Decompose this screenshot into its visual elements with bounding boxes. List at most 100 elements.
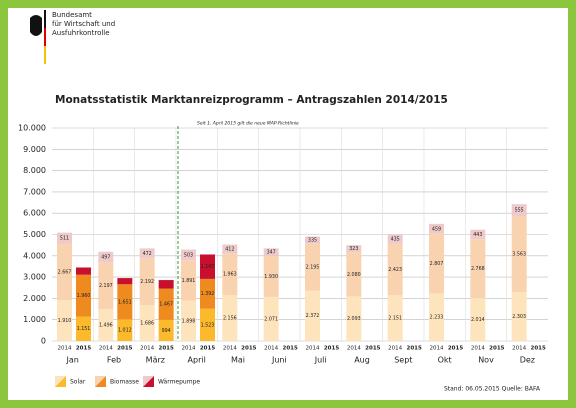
bar-segment (263, 248, 279, 256)
data-label: 1.467 (159, 302, 173, 308)
bar-segment (429, 223, 444, 234)
bar-segment (117, 319, 133, 341)
data-label: 323 (349, 246, 358, 252)
group-label: 2015 (531, 346, 546, 352)
data-label: 2.372 (306, 313, 320, 319)
data-label: 443 (473, 232, 482, 238)
data-label: 2.093 (347, 316, 361, 322)
data-label: 2.667 (58, 269, 72, 275)
data-label: 1.891 (182, 278, 196, 284)
legend-swatch (55, 376, 66, 387)
group-label: 2014 (471, 346, 485, 352)
group-label: 2014 (58, 346, 72, 352)
bar-segment (387, 234, 403, 244)
data-label: 1.686 (140, 321, 154, 327)
data-label: 503 (184, 252, 193, 258)
x-tick-label: Okt (438, 356, 452, 365)
bar-segment (470, 229, 486, 240)
data-label: 2.195 (306, 265, 320, 271)
y-tick-label: 1.000 (23, 315, 46, 324)
bar-segment (57, 243, 72, 301)
data-label: 1.147 (201, 264, 215, 270)
bar-segment (200, 308, 215, 341)
group-label: 2015 (407, 346, 422, 352)
group-label: 2015 (324, 346, 339, 352)
data-label: 1.651 (118, 299, 132, 305)
x-tick-label: Sept (394, 356, 412, 365)
data-label: 1.930 (264, 274, 278, 280)
group-label: 2015 (448, 346, 463, 352)
header-line: Ausfuhrkontrolle (52, 29, 110, 37)
data-label: 1.392 (201, 291, 215, 297)
data-label: 2.192 (140, 279, 154, 285)
bar-segment (139, 258, 155, 306)
bar-segment (387, 243, 403, 296)
legend-label: Wärmepumpe (158, 379, 200, 386)
bar-segment (429, 293, 444, 341)
data-label: 2.423 (388, 267, 402, 273)
data-label: 2.233 (430, 315, 444, 321)
bar-segment (181, 249, 196, 261)
bar-segment (139, 248, 155, 259)
bar-segment (222, 244, 238, 254)
data-label: 2.156 (223, 316, 237, 322)
data-label: 1.963 (223, 272, 237, 278)
bar-segment (200, 278, 215, 309)
bar-segment (57, 300, 72, 341)
data-label: 335 (308, 238, 317, 244)
data-label: 2.151 (388, 316, 402, 322)
x-tick-label: März (146, 356, 165, 365)
data-label: 555 (515, 208, 524, 214)
group-label: 2014 (512, 346, 526, 352)
header-line: Bundesamt (52, 11, 92, 19)
y-tick-label: 8.000 (23, 166, 46, 175)
data-label: 1.910 (58, 318, 72, 324)
y-tick-label: 9.000 (23, 145, 46, 154)
data-label: 2.071 (264, 316, 278, 322)
x-tick-label: Juli (314, 356, 327, 365)
bar-segment (200, 254, 215, 279)
y-tick-label: 7.000 (23, 187, 46, 196)
chart-title: Monatsstatistik Marktanreizprogramm – An… (55, 94, 448, 106)
bar-segment (117, 284, 133, 320)
flag-red (44, 28, 46, 46)
header-line: für Wirtschaft und (52, 20, 115, 28)
group-label: 2014 (306, 346, 320, 352)
x-tick-label: April (188, 356, 206, 365)
group-label: 2014 (99, 346, 113, 352)
bar-segment (98, 251, 114, 263)
group-label: 2014 (430, 346, 444, 352)
bar-segment (305, 243, 320, 291)
data-label: 1.898 (182, 318, 196, 324)
bar-segment (76, 316, 91, 341)
data-label: 3.563 (512, 252, 526, 258)
group-label: 2015 (200, 346, 215, 352)
group-label: 2014 (223, 346, 237, 352)
data-label: 2.014 (471, 317, 485, 323)
y-tick-label: 0 (41, 337, 46, 346)
data-label: 1.012 (118, 328, 132, 334)
data-label: 2.807 (430, 261, 444, 267)
group-label: 2015 (489, 346, 504, 352)
data-label: 1.523 (201, 322, 215, 328)
bar-segment (511, 216, 527, 292)
plot: 0 1.000 2.000 3.000 4.000 5.000 6.000 7.000 8.00… (18, 124, 548, 387)
data-label: 994 (162, 328, 171, 334)
bar-segment (470, 239, 486, 299)
bar-segment (387, 295, 403, 341)
flag-black (44, 10, 46, 28)
eagle (30, 15, 42, 36)
x-tick-label: Nov (478, 356, 494, 365)
data-label: 472 (143, 251, 152, 257)
group-label: 2015 (159, 346, 174, 352)
bar-segment (181, 300, 196, 341)
bar-segment (263, 296, 279, 341)
bar-segment (346, 296, 362, 341)
data-label: 511 (60, 236, 69, 242)
logo: Bundesamt für Wirtschaft und Ausfuhrkont… (30, 10, 115, 64)
legend-swatch (95, 376, 106, 387)
group-label: 2014 (347, 346, 361, 352)
bar-segment (158, 280, 174, 289)
bar-segment (76, 274, 91, 317)
bar-segment (346, 245, 362, 253)
